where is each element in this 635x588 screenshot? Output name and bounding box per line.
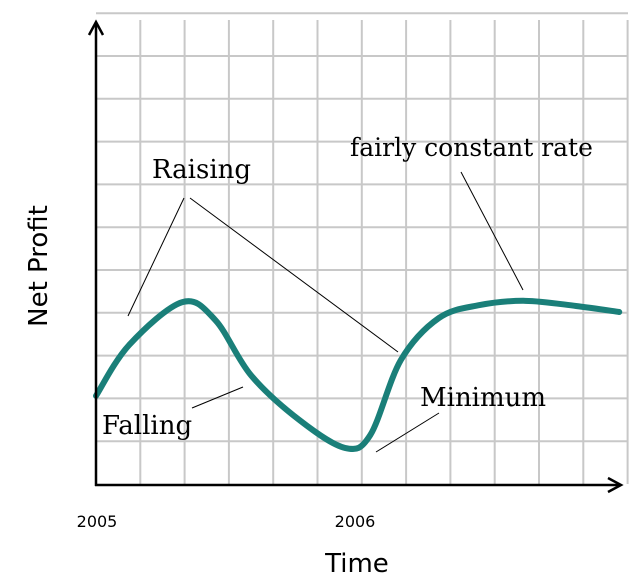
annotation-minimum: Minimum	[420, 383, 546, 413]
x-tick-label-2005: 2005	[77, 512, 118, 531]
annotation-falling: Falling	[102, 411, 192, 441]
annotation-raising: Raising	[152, 155, 251, 185]
net-profit-line	[93, 297, 623, 452]
annotation-constant: fairly constant rate	[350, 133, 593, 162]
y-axis-arrow-icon	[87, 19, 105, 36]
constant-leader-line	[460, 171, 524, 291]
grid	[96, 12, 629, 484]
raising-leader-line-1	[127, 197, 185, 317]
x-axis-title: Time	[324, 549, 389, 579]
falling-leader-line	[191, 386, 244, 409]
x-tick-label-2006: 2006	[335, 512, 376, 531]
x-axis-arrow-icon	[607, 476, 624, 494]
raising-leader-line-2	[189, 197, 399, 353]
minimum-leader-line	[375, 412, 440, 453]
y-axis-title: Net Profit	[24, 205, 54, 327]
